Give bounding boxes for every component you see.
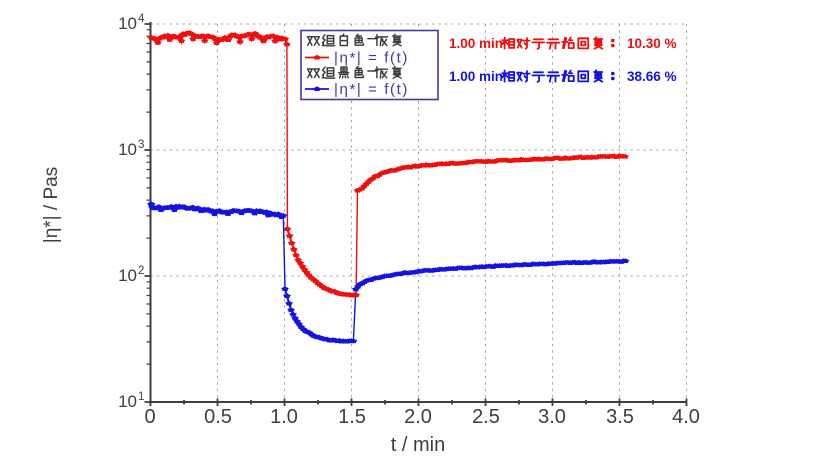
svg-text:0: 0 (144, 406, 155, 428)
svg-text:1.00 min: 1.00 min (449, 36, 503, 51)
svg-text:10: 10 (118, 392, 137, 411)
svg-text:10.30 %: 10.30 % (627, 36, 677, 51)
svg-text:|η*| / Pas: |η*| / Pas (41, 167, 62, 243)
svg-text:1.0: 1.0 (270, 406, 298, 428)
svg-text:4: 4 (138, 13, 145, 25)
svg-text:2.0: 2.0 (404, 406, 432, 428)
svg-text:3: 3 (138, 139, 144, 151)
svg-text:3.0: 3.0 (538, 406, 566, 428)
svg-text:38.66 %: 38.66 % (627, 69, 677, 84)
svg-text:2.5: 2.5 (472, 406, 500, 428)
svg-text:1.5: 1.5 (338, 406, 366, 428)
svg-text:1.00 min: 1.00 min (449, 69, 503, 84)
svg-text:10: 10 (118, 266, 137, 285)
svg-text:|η*| = f(t): |η*| = f(t) (334, 50, 409, 67)
svg-text:10: 10 (118, 140, 137, 159)
svg-text:|η*| = f(t): |η*| = f(t) (334, 81, 409, 98)
svg-text:t / min: t / min (391, 434, 445, 456)
svg-text:3.5: 3.5 (606, 406, 634, 428)
svg-text:4.0: 4.0 (672, 406, 700, 428)
svg-text:10: 10 (118, 14, 137, 33)
svg-text:1: 1 (138, 391, 144, 403)
svg-text:0.5: 0.5 (204, 406, 232, 428)
svg-text:2: 2 (138, 265, 144, 277)
